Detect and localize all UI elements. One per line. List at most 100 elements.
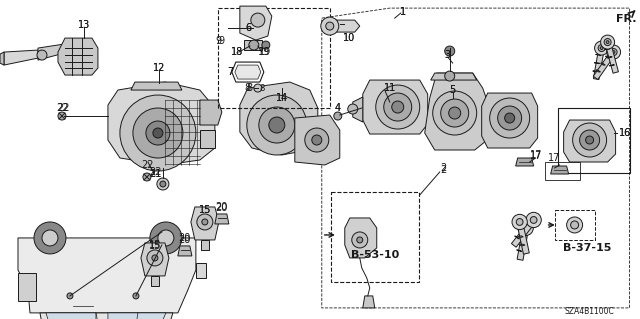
Circle shape xyxy=(512,214,527,230)
Polygon shape xyxy=(215,214,229,224)
Text: 5: 5 xyxy=(449,85,456,95)
Polygon shape xyxy=(518,236,524,238)
Polygon shape xyxy=(40,313,173,319)
Circle shape xyxy=(433,91,477,135)
Text: 22: 22 xyxy=(150,167,162,177)
Text: 16: 16 xyxy=(619,128,631,138)
Text: 19: 19 xyxy=(259,47,271,57)
Circle shape xyxy=(598,45,605,52)
Polygon shape xyxy=(191,207,219,240)
Circle shape xyxy=(526,212,541,227)
Circle shape xyxy=(600,35,614,49)
Text: 6: 6 xyxy=(246,23,252,33)
Circle shape xyxy=(566,217,582,233)
Text: 17: 17 xyxy=(529,150,542,160)
Circle shape xyxy=(153,128,163,138)
Polygon shape xyxy=(516,221,529,254)
Polygon shape xyxy=(600,63,605,65)
Text: SZA4B1100C: SZA4B1100C xyxy=(564,308,614,316)
Circle shape xyxy=(152,255,158,261)
Text: 6: 6 xyxy=(246,23,252,33)
Circle shape xyxy=(42,230,58,246)
Polygon shape xyxy=(108,313,166,319)
Polygon shape xyxy=(131,82,182,90)
Circle shape xyxy=(612,51,615,54)
Polygon shape xyxy=(520,244,525,246)
Text: 14: 14 xyxy=(276,93,288,103)
Text: 9: 9 xyxy=(216,36,222,46)
Text: 2: 2 xyxy=(440,163,447,173)
Circle shape xyxy=(157,178,169,190)
Circle shape xyxy=(604,39,611,46)
Polygon shape xyxy=(151,276,159,286)
Text: 21: 21 xyxy=(150,169,162,179)
Circle shape xyxy=(595,41,609,55)
Polygon shape xyxy=(564,120,616,162)
Text: 20: 20 xyxy=(216,202,228,212)
Bar xyxy=(18,273,36,301)
Polygon shape xyxy=(200,100,222,125)
Text: 16: 16 xyxy=(619,128,631,138)
Text: 13: 13 xyxy=(78,20,90,30)
Circle shape xyxy=(441,99,468,127)
Text: 4: 4 xyxy=(335,103,341,113)
Polygon shape xyxy=(201,240,209,250)
Circle shape xyxy=(197,214,213,230)
Text: 20: 20 xyxy=(179,235,191,245)
Text: 11: 11 xyxy=(383,83,396,93)
Polygon shape xyxy=(516,250,522,251)
Polygon shape xyxy=(235,65,261,79)
Circle shape xyxy=(254,84,262,92)
Text: 10: 10 xyxy=(342,33,355,43)
Circle shape xyxy=(312,135,322,145)
Text: 19: 19 xyxy=(258,47,270,57)
Text: 18: 18 xyxy=(230,47,243,57)
Text: 12: 12 xyxy=(153,63,165,73)
Circle shape xyxy=(321,17,339,35)
Polygon shape xyxy=(605,41,618,73)
Polygon shape xyxy=(516,227,522,229)
Circle shape xyxy=(392,101,404,113)
Polygon shape xyxy=(345,218,377,258)
Text: 13: 13 xyxy=(78,20,90,30)
Text: 1: 1 xyxy=(399,7,406,17)
Circle shape xyxy=(143,173,151,181)
Circle shape xyxy=(445,71,454,81)
Polygon shape xyxy=(517,227,529,260)
Polygon shape xyxy=(18,238,196,313)
Polygon shape xyxy=(425,73,490,150)
Polygon shape xyxy=(482,93,538,148)
Circle shape xyxy=(269,117,285,133)
Polygon shape xyxy=(593,48,604,79)
Circle shape xyxy=(352,232,368,248)
Text: B-37-15: B-37-15 xyxy=(563,243,612,253)
Text: 22: 22 xyxy=(57,103,69,113)
Text: 4: 4 xyxy=(335,103,341,113)
Circle shape xyxy=(158,230,174,246)
Text: 17: 17 xyxy=(529,151,542,161)
Circle shape xyxy=(34,222,66,254)
Polygon shape xyxy=(58,38,98,75)
Text: 17: 17 xyxy=(548,153,561,163)
Polygon shape xyxy=(353,97,363,122)
Polygon shape xyxy=(38,44,68,60)
Text: 15: 15 xyxy=(198,205,211,215)
Text: 18: 18 xyxy=(230,47,243,57)
Circle shape xyxy=(490,98,530,138)
Polygon shape xyxy=(593,50,616,79)
Circle shape xyxy=(259,107,295,143)
Polygon shape xyxy=(520,229,525,232)
Polygon shape xyxy=(596,70,600,72)
Polygon shape xyxy=(240,6,272,40)
Bar xyxy=(545,162,580,180)
Text: 8: 8 xyxy=(259,84,264,93)
Text: 8: 8 xyxy=(247,83,253,93)
Circle shape xyxy=(445,46,454,56)
Polygon shape xyxy=(178,246,192,256)
Circle shape xyxy=(160,181,166,187)
Circle shape xyxy=(326,22,334,30)
Polygon shape xyxy=(46,313,96,319)
Polygon shape xyxy=(4,50,38,65)
Text: 8: 8 xyxy=(244,83,251,93)
Polygon shape xyxy=(511,218,536,247)
